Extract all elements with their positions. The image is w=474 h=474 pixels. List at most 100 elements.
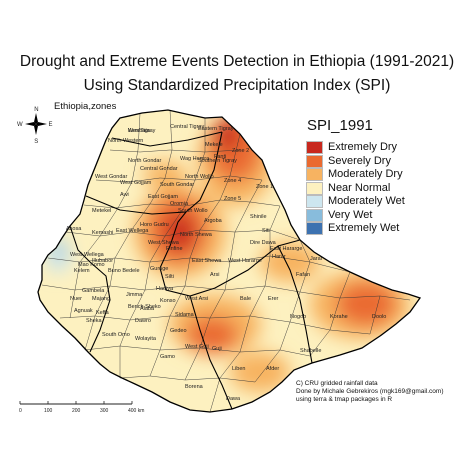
zone-label: Sheka — [86, 318, 103, 324]
zone-label: Dawro — [135, 318, 151, 324]
legend-label: Moderately Wet — [328, 195, 405, 207]
zone-label: Metekel — [92, 208, 111, 214]
compass-letter-s: S — [34, 139, 38, 145]
zone-label: West Gondar — [95, 174, 127, 180]
zone-label: North Shewa — [180, 232, 213, 238]
map-title-line-2: Using Standardized Precipitation Index (… — [83, 77, 391, 94]
scale-bar-tick-label: 0 — [19, 408, 22, 414]
zone-label: Sidama — [175, 312, 195, 318]
credits-line-3: using terra & tmap packages in R — [296, 396, 393, 403]
zone-label: North Western — [108, 138, 143, 144]
zone-boundary — [84, 109, 173, 351]
credits-line-1: C) CRU gridded rainfall data — [296, 380, 378, 387]
north-arrow: N E S W — [17, 107, 53, 145]
legend-item: Severely Dry — [306, 154, 405, 168]
zone-label: Doolo — [372, 314, 386, 320]
zone-label: Buno Bedele — [108, 268, 140, 274]
legend-label: Very Wet — [328, 208, 373, 221]
region-boundary-south — [189, 295, 233, 410]
legend-item: Near Normal — [306, 181, 405, 195]
region-boundary-amhara-south — [85, 195, 187, 215]
zone-label: Mao Komo — [78, 262, 105, 268]
zone-boundary — [119, 118, 206, 378]
zone-boundary — [95, 175, 263, 183]
zone-label: Jimma — [126, 292, 143, 298]
zone-label: Siti — [262, 228, 270, 234]
zone-label: Nogob — [290, 314, 306, 320]
zone-label: South Omo — [102, 332, 130, 338]
zone-label: Argoba — [204, 218, 223, 224]
zone-label: Kembata — [128, 128, 151, 134]
zone-label: East Gojjam — [148, 194, 178, 200]
zone-label: Central Gondar — [140, 166, 178, 172]
region-boundary-west — [69, 225, 111, 353]
legend-label: Extremely Dry — [328, 141, 398, 153]
zone-label: Silti — [165, 274, 174, 280]
compass-letter-w: W — [17, 122, 23, 128]
legend-swatch — [306, 141, 323, 154]
region-boundary-afar-oromia — [159, 131, 301, 297]
zone-label: Gamo — [160, 354, 175, 360]
zone-label: Awi — [120, 192, 129, 198]
zone-label: Majang — [92, 296, 110, 302]
credits: C) CRU gridded rainfall data Done by Mic… — [296, 380, 444, 404]
map-subtitle: Ethiopia,zones — [54, 101, 117, 112]
zone-label: Afder — [266, 366, 279, 372]
zone-label: Fanti — [214, 154, 226, 160]
region-boundary-somali — [277, 245, 313, 364]
zone-label: Kemashi — [92, 230, 113, 236]
legend-swatch — [306, 208, 323, 222]
legend-swatch — [306, 168, 323, 181]
zone-label: Hadiya — [156, 286, 174, 292]
legend-item: Moderately Dry — [306, 168, 405, 181]
legend-label: Severely Dry — [328, 154, 391, 167]
zone-boundary — [369, 295, 381, 335]
zone-label: Gurage — [150, 266, 168, 272]
zone-label: North Gondar — [128, 158, 161, 164]
zone-label: Southern Tigray — [198, 158, 237, 164]
zone-label: Horo Gudru — [140, 222, 169, 228]
zone-label: Erer — [268, 296, 279, 302]
legend-swatch — [306, 181, 323, 195]
zone-label: Finfine — [166, 246, 183, 252]
zone-label: Bale — [240, 296, 251, 302]
legend-item: Extremely Wet — [306, 222, 405, 235]
zone-label: Shabelle — [300, 348, 321, 354]
legend-item: Extremely Dry — [306, 141, 405, 154]
compass-letter-e: E — [49, 122, 53, 128]
moderately-dry-hararge — [260, 242, 320, 282]
zone-label: Wag Hemra — [180, 156, 210, 162]
severely-dry-doolo — [336, 282, 396, 326]
scale-bar-tick-label: 200 — [72, 408, 81, 414]
compass-east-icon — [36, 122, 47, 126]
scale-bar-tick-label: 400 km — [128, 408, 144, 414]
zone-label: Illubabor — [92, 258, 113, 264]
zone-label: West Shewa — [148, 240, 180, 246]
zone-label: Asosa — [66, 226, 82, 232]
zone-label: Dire Dawa — [250, 240, 277, 246]
legend-item: Very Wet — [306, 208, 405, 222]
zone-label: Korahe — [330, 314, 348, 320]
zone-label: Arsi — [210, 272, 219, 278]
zone-label: Eastern Tigray — [198, 126, 234, 132]
scale-bar-tick-label: 300 — [100, 408, 109, 414]
legend-title: SPI_1991 — [307, 117, 373, 134]
zone-boundary — [149, 133, 241, 377]
zone-label: Fafan — [296, 272, 310, 278]
zone-label: Wolayita — [135, 336, 157, 342]
zone-label: Liben — [232, 366, 245, 372]
zone-label: Konso — [160, 298, 176, 304]
compass-letter-n: N — [34, 107, 38, 113]
zone-label: Harar — [272, 254, 286, 260]
zone-label: West Arsi — [185, 296, 208, 302]
compass-south-icon — [34, 124, 38, 135]
zone-label: Dawa — [226, 396, 241, 402]
zone-label: Zone 1 — [256, 184, 273, 190]
legend-label: Moderately Dry — [328, 168, 403, 180]
zone-label: Jarar — [310, 256, 323, 262]
scale-bar-tick-label: 100 — [44, 408, 53, 414]
zone-label: Nuer — [70, 296, 82, 302]
zone-label: Guji — [212, 346, 222, 352]
zone-label: West Gojjam — [120, 180, 152, 186]
